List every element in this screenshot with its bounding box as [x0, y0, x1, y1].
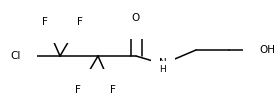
Text: OH: OH — [259, 45, 274, 55]
Text: F: F — [77, 17, 83, 27]
Text: N: N — [159, 58, 167, 68]
Text: F: F — [42, 17, 48, 27]
Text: H: H — [160, 66, 166, 74]
Text: O: O — [132, 13, 140, 23]
Text: F: F — [75, 85, 81, 95]
Text: F: F — [110, 85, 116, 95]
Text: Cl: Cl — [11, 51, 21, 61]
